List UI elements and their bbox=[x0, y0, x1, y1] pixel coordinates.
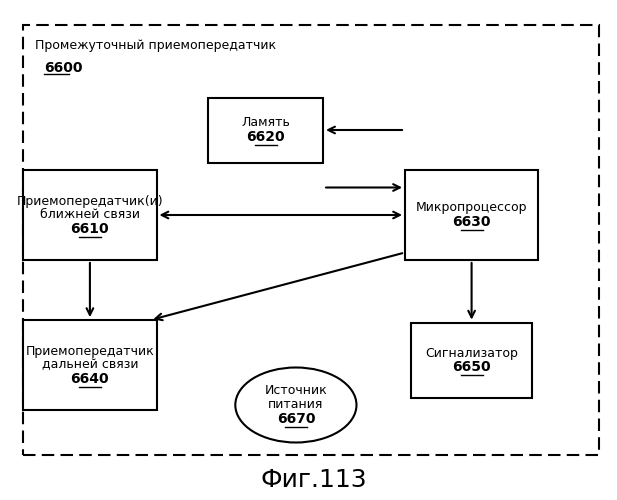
Text: Фиг.113: Фиг.113 bbox=[261, 468, 367, 492]
Text: Источник: Источник bbox=[265, 384, 327, 398]
Ellipse shape bbox=[235, 368, 357, 442]
FancyBboxPatch shape bbox=[405, 170, 538, 260]
Text: 6640: 6640 bbox=[70, 372, 109, 386]
Text: 6610: 6610 bbox=[70, 222, 109, 236]
Text: ближней связи: ближней связи bbox=[40, 208, 140, 222]
Text: Приемопередатчик(и): Приемопередатчик(и) bbox=[17, 194, 164, 207]
Text: 6630: 6630 bbox=[452, 215, 491, 229]
Text: Микропроцессор: Микропроцессор bbox=[416, 202, 528, 214]
Text: 6650: 6650 bbox=[452, 360, 491, 374]
Text: 6620: 6620 bbox=[246, 130, 285, 144]
FancyBboxPatch shape bbox=[411, 322, 532, 398]
Text: Ламять: Ламять bbox=[241, 116, 290, 130]
Text: 6600: 6600 bbox=[44, 60, 83, 74]
Text: питания: питания bbox=[268, 398, 323, 411]
Text: 6670: 6670 bbox=[276, 412, 315, 426]
FancyBboxPatch shape bbox=[23, 320, 157, 410]
FancyBboxPatch shape bbox=[208, 98, 323, 162]
FancyBboxPatch shape bbox=[23, 170, 157, 260]
Text: Сигнализатор: Сигнализатор bbox=[425, 346, 518, 360]
Text: дальней связи: дальней связи bbox=[42, 358, 138, 372]
Text: Приемопередатчик: Приемопередатчик bbox=[25, 344, 154, 358]
Text: Промежуточный приемопередатчик: Промежуточный приемопередатчик bbox=[35, 38, 276, 52]
